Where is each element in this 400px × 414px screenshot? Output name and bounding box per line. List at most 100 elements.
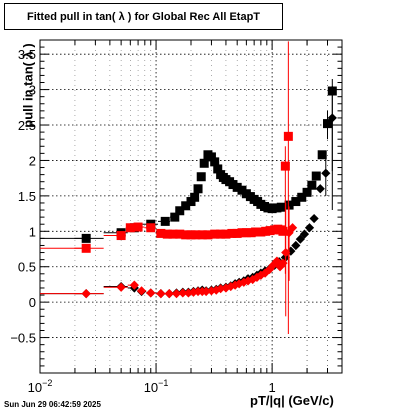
data-point-diamond	[136, 286, 147, 296]
data-point-square	[206, 152, 216, 162]
data-point-diamond	[188, 287, 199, 297]
data-point-square	[160, 216, 170, 226]
y-tick-label: 3	[29, 83, 36, 98]
data-point-square	[276, 202, 286, 212]
data-point-diamond	[327, 113, 337, 123]
y-tick-label: 1	[29, 224, 36, 239]
data-point-square	[216, 229, 226, 239]
data-point-square	[280, 161, 290, 171]
data-point-diamond	[156, 289, 166, 299]
data-point-square	[322, 119, 332, 129]
data-point-square	[196, 172, 206, 182]
data-point-square	[191, 230, 201, 240]
data-point-square	[232, 228, 242, 238]
data-point-square	[278, 226, 288, 236]
data-point-square	[317, 150, 327, 160]
y-tick-label: 2	[29, 153, 36, 168]
data-point-square	[203, 230, 213, 240]
chart-title: Fitted pull in tan( λ ) for Global Rec A…	[26, 10, 261, 23]
data-point-diamond	[116, 282, 126, 292]
data-point-diamond	[281, 247, 291, 258]
data-point-diamond	[239, 277, 249, 287]
data-point-square	[193, 184, 203, 194]
data-point-diamond	[206, 286, 217, 296]
data-point-square	[232, 182, 242, 192]
y-axis-label: pull in tan( λ )	[20, 43, 36, 128]
data-point-diamond	[287, 223, 298, 233]
data-point-square	[175, 206, 185, 216]
data-point-diamond	[252, 272, 262, 282]
data-point-diamond	[299, 229, 310, 239]
y-tick-label: 3.5	[18, 47, 36, 62]
data-point-diamond	[248, 274, 258, 285]
data-point-diamond	[260, 268, 270, 278]
data-point-diamond	[216, 284, 226, 294]
data-point-square	[256, 227, 266, 237]
series-3	[40, 41, 293, 335]
y-tick-label: 1.5	[18, 189, 36, 204]
data-point-square	[156, 228, 166, 238]
data-point-diamond	[309, 213, 319, 224]
data-point-diamond	[201, 286, 211, 297]
data-point-square	[133, 222, 143, 232]
data-point-square	[297, 192, 307, 202]
data-point-square	[213, 164, 223, 174]
data-point-square	[181, 201, 191, 211]
data-point-square	[311, 171, 321, 181]
y-tick-label: −0.5	[10, 331, 36, 346]
data-point-square	[210, 229, 220, 239]
data-point-diamond	[129, 280, 139, 290]
data-point-diamond	[171, 289, 182, 299]
data-point-square	[199, 158, 209, 168]
data-point-diamond	[315, 184, 325, 194]
data-point-square	[116, 231, 126, 241]
data-point-square	[291, 197, 301, 207]
data-point-diamond	[321, 168, 331, 178]
data-point-square	[197, 230, 207, 240]
y-tick-label: 0	[29, 295, 36, 310]
data-point-diamond	[221, 283, 231, 293]
data-point-diamond	[230, 280, 240, 290]
data-point-square	[170, 212, 180, 222]
data-point-square	[251, 227, 261, 237]
chart-title-box: Fitted pull in tan( λ ) for Global Rec A…	[4, 3, 283, 30]
data-point-square	[241, 228, 251, 238]
data-point-square	[81, 233, 91, 243]
data-point-square	[210, 157, 220, 167]
x-tick-label: 10−1	[144, 378, 169, 395]
data-point-diamond	[81, 289, 91, 299]
data-point-square	[162, 229, 172, 239]
data-point-diamond	[272, 256, 282, 266]
data-point-square	[284, 200, 294, 210]
data-point-square	[190, 192, 200, 202]
data-point-square	[302, 187, 312, 197]
data-point-square	[81, 243, 91, 253]
data-point-square	[221, 229, 231, 239]
data-point-diamond	[268, 260, 278, 270]
timestamp-footer: Sun Jun 29 06:42:59 2025	[4, 400, 101, 409]
data-point-square	[125, 223, 135, 233]
data-point-diamond	[178, 288, 188, 298]
x-tick-label: 10−2	[28, 378, 53, 395]
data-point-diamond	[146, 288, 156, 298]
x-axis-label: pT/|q| (GeV/c)	[250, 393, 334, 408]
data-point-diamond	[275, 262, 285, 272]
x-tick-label: 1	[269, 380, 276, 395]
data-point-square	[168, 229, 178, 239]
data-point-diamond	[278, 258, 288, 268]
data-point-diamond	[264, 264, 275, 275]
data-point-square	[283, 131, 293, 141]
data-point-square	[175, 229, 185, 239]
data-point-square	[146, 223, 156, 233]
data-point-diamond	[286, 246, 296, 256]
data-point-diamond	[291, 240, 301, 251]
y-tick-label: 2.5	[18, 118, 36, 133]
data-point-square	[307, 180, 317, 190]
data-point-square	[181, 230, 191, 240]
series-4	[40, 202, 298, 317]
data-point-square	[186, 230, 196, 240]
data-point-diamond	[164, 289, 174, 299]
y-tick-label: 0.5	[18, 260, 36, 275]
data-point-square	[265, 226, 275, 236]
